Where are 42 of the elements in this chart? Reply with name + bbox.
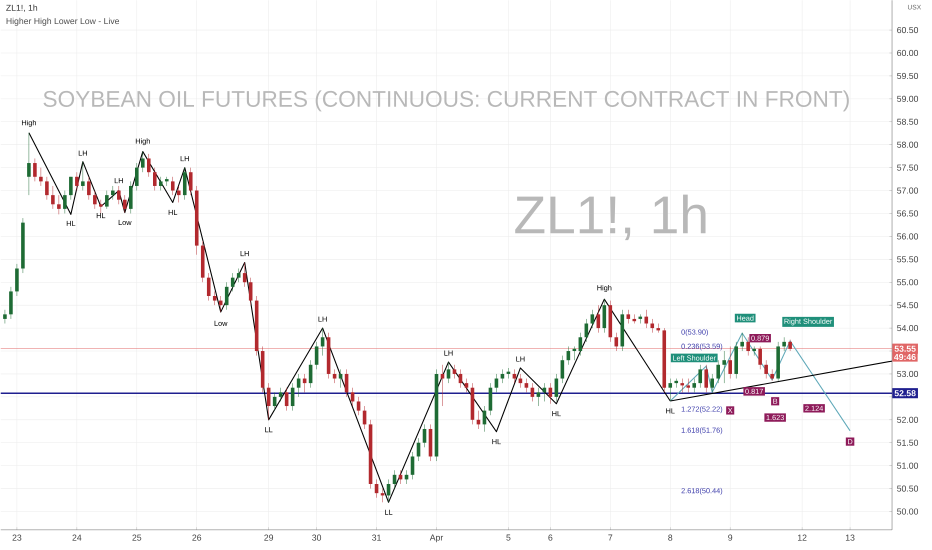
text: Higher High Lower Low - Live	[6, 18, 120, 26]
y-tick-label: 59.50	[897, 72, 918, 80]
y-tick-label: 51.00	[897, 462, 918, 469]
x-tick-label: 13	[846, 534, 854, 541]
y-tick-label: 58.00	[897, 142, 918, 148]
x-tick-label: 8	[668, 534, 672, 541]
y-tick-label: 59.00	[897, 96, 918, 102]
x-tick-label: 12	[798, 534, 806, 541]
text: 49:46	[894, 354, 916, 360]
x-tick-label: Apr	[430, 534, 444, 542]
y-tick-label: 55.50	[897, 256, 918, 262]
x-tick-label: 31	[372, 534, 381, 541]
y-tick-label: 60.50	[897, 27, 918, 34]
y-tick-label: 57.50	[897, 164, 918, 171]
y-tick-label: 60.00	[897, 50, 918, 56]
x-tick-label: 7	[608, 534, 612, 541]
x-tick-label: 5	[506, 534, 510, 541]
ref-line-label: 53.55	[894, 346, 916, 352]
y-tick-label: 52.00	[897, 416, 918, 423]
x-tick-label: 24	[72, 534, 82, 541]
x-tick-label: 9	[728, 534, 732, 541]
annotation: SOYBEAN OIL FUTURES (CONTINUOUS: CURRENT CONTRACT IN FRONT)	[43, 90, 849, 112]
x-tick-label: 23	[12, 534, 22, 541]
x-tick-label: 29	[264, 534, 274, 541]
y-tick-label: 56.50	[897, 210, 918, 217]
y-tick-label: 53.00	[897, 370, 918, 378]
y-tick-label: 54.00	[897, 325, 918, 332]
y-tick-label: 57.00	[897, 188, 918, 194]
y-tick-label: 58.50	[897, 118, 918, 125]
y-tick-label: 50.50	[897, 486, 918, 492]
y-tick-label: 50.00	[897, 508, 918, 515]
y-tick-label: 56.00	[897, 233, 918, 240]
y-tick-label: 54.50	[897, 302, 918, 308]
annotation: ZL1!, 1h	[515, 194, 706, 240]
y-tick-label: 55.00	[897, 279, 918, 286]
ref-line-label: 52.58	[894, 390, 916, 396]
x-tick-label: 25	[132, 534, 142, 541]
x-tick-label: 6	[548, 534, 552, 541]
x-tick-label: 26	[192, 534, 202, 541]
x-tick-label: 30	[312, 534, 322, 541]
y-tick-label: 51.50	[897, 440, 918, 446]
chart-title: ZL1!, 1h	[6, 4, 38, 12]
